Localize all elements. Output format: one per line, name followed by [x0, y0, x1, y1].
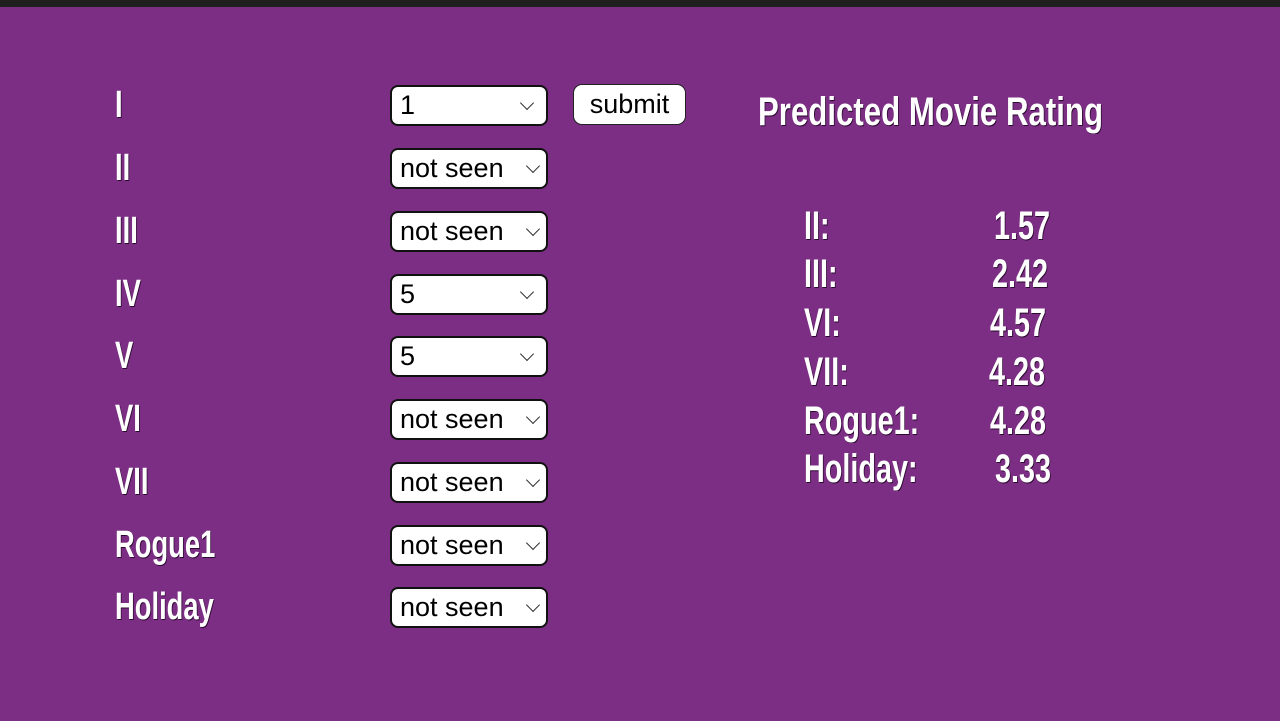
selected-value: not seen — [400, 592, 504, 622]
rating-select[interactable]: not seen — [390, 462, 548, 503]
result-label: II: — [804, 204, 830, 248]
result-value: 4.28 — [990, 399, 1047, 443]
movie-label: Rogue1 — [115, 524, 216, 566]
rating-select[interactable]: 1 — [390, 85, 548, 126]
chevron-down-icon — [519, 95, 535, 110]
movie-label: VI — [115, 398, 141, 440]
movie-label: VII — [115, 461, 149, 503]
rating-select[interactable]: not seen — [390, 148, 548, 189]
selected-value: 5 — [400, 279, 416, 309]
rating-select[interactable]: not seen — [390, 525, 548, 566]
result-value: 2.42 — [992, 252, 1049, 296]
result-label: Holiday: — [804, 447, 918, 491]
movie-label: Holiday — [115, 586, 214, 628]
rating-select[interactable]: 5 — [390, 336, 548, 377]
selected-value: not seen — [400, 404, 504, 434]
chevron-down-icon — [525, 158, 541, 173]
movie-label: IV — [115, 273, 141, 315]
chevron-down-icon — [525, 535, 541, 550]
movie-label: V — [115, 335, 134, 377]
rating-select[interactable]: not seen — [390, 587, 548, 628]
submit-button[interactable]: submit — [573, 84, 686, 125]
result-label: Rogue1: — [804, 399, 920, 443]
selected-value: 5 — [400, 341, 416, 371]
rating-select[interactable]: not seen — [390, 211, 548, 252]
result-label: VI: — [804, 301, 841, 345]
movie-label: I — [115, 84, 123, 126]
selected-value: not seen — [400, 530, 504, 560]
result-value: 1.57 — [994, 204, 1051, 248]
chevron-down-icon — [525, 221, 541, 236]
result-label: VII: — [804, 350, 849, 394]
selected-value: not seen — [400, 467, 504, 497]
movie-label: III — [115, 210, 138, 252]
chevron-down-icon — [525, 472, 541, 487]
result-value: 4.57 — [990, 301, 1047, 345]
window-top-bar — [0, 0, 1280, 7]
chevron-down-icon — [519, 346, 535, 361]
rating-select[interactable]: not seen — [390, 399, 548, 440]
movie-label: II — [115, 147, 131, 189]
chevron-down-icon — [525, 409, 541, 424]
result-label: III: — [804, 252, 838, 296]
selected-value: not seen — [400, 216, 504, 246]
results-title: Predicted Movie Rating — [758, 90, 1104, 134]
selected-value: 1 — [400, 90, 416, 120]
result-value: 3.33 — [995, 447, 1052, 491]
chevron-down-icon — [519, 284, 535, 299]
result-value: 4.28 — [989, 350, 1046, 394]
chevron-down-icon — [525, 597, 541, 612]
selected-value: not seen — [400, 153, 504, 183]
rating-select[interactable]: 5 — [390, 274, 548, 315]
